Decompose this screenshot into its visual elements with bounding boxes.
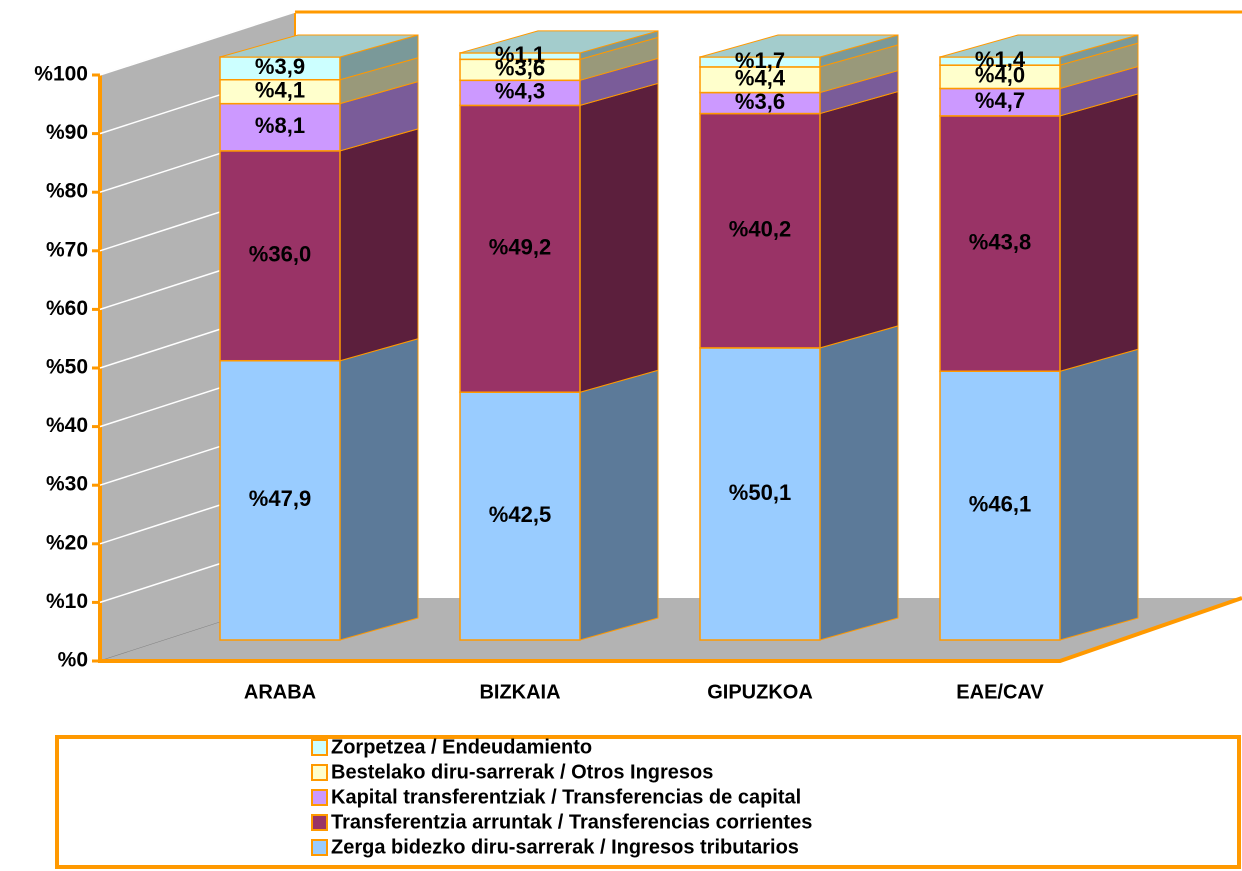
bar — [219, 150, 341, 362]
bar — [939, 370, 1061, 641]
y-tick-label: %10 — [46, 590, 88, 613]
y-tick-label: %20 — [46, 531, 88, 554]
legend-box — [55, 735, 1241, 869]
legend-swatch — [311, 739, 328, 756]
bar — [699, 112, 821, 349]
value-label: %49,2 — [489, 235, 551, 260]
y-tick-label: %90 — [46, 121, 88, 144]
value-label: %43,8 — [969, 229, 1031, 254]
value-label: %42,5 — [489, 502, 551, 527]
y-tick-label: %100 — [34, 63, 88, 86]
legend-swatch — [311, 839, 328, 856]
y-tick-label: %70 — [46, 238, 88, 261]
bar-side — [1059, 348, 1139, 641]
bar-side — [819, 90, 899, 349]
value-label: %3,6 — [735, 89, 785, 114]
bar-side — [1059, 93, 1139, 372]
y-tick-label: %80 — [46, 180, 88, 203]
value-label: %4,1 — [255, 78, 305, 103]
value-label: %4,4 — [735, 66, 786, 91]
bar — [939, 87, 1061, 117]
bar — [699, 347, 821, 641]
value-label: %36,0 — [249, 242, 311, 267]
bar — [459, 79, 581, 107]
legend-swatch — [311, 764, 328, 781]
y-tick-label: %0 — [58, 649, 88, 672]
grid-line — [99, 11, 296, 76]
bar-side — [339, 128, 419, 362]
legend-label: Transferentzia arruntak / Transferencias… — [331, 811, 812, 833]
bar-side — [579, 82, 659, 393]
bar-side — [579, 369, 659, 641]
x-tick-label: ARABA — [244, 681, 316, 703]
bar — [939, 115, 1061, 372]
bar — [219, 102, 341, 152]
legend-label: Kapital transferentziak / Transferencias… — [331, 786, 801, 808]
value-label: %1,1 — [495, 42, 545, 67]
value-label: %46,1 — [969, 491, 1031, 516]
value-label: %50,1 — [729, 480, 791, 505]
bar-top — [939, 34, 1139, 58]
value-label: %8,1 — [255, 113, 305, 138]
legend-label: Bestelako diru-sarrerak / Otros Ingresos — [331, 761, 713, 783]
x-tick-label: BIZKAIA — [479, 681, 560, 703]
legend-swatch — [311, 814, 328, 831]
value-label: %4,7 — [975, 88, 1025, 113]
x-tick-label: GIPUZKOA — [707, 681, 813, 703]
value-label: %4,0 — [975, 63, 1025, 88]
value-label: %47,9 — [249, 486, 311, 511]
bar-top — [219, 34, 419, 58]
value-label: %3,9 — [255, 54, 305, 79]
value-label: %3,6 — [495, 56, 545, 81]
value-label: %1,7 — [735, 48, 785, 73]
y-tick-label: %40 — [46, 414, 88, 437]
legend-swatch — [311, 789, 328, 806]
bar-side — [339, 338, 419, 641]
legend-label: Zerga bidezko diru-sarrerak / Ingresos t… — [331, 836, 799, 858]
bar — [459, 391, 581, 641]
value-label: %1,4 — [975, 47, 1026, 72]
bar-top — [699, 34, 899, 58]
y-tick-label: %60 — [46, 297, 88, 320]
legend-label: Zorpetzea / Endeudamiento — [331, 736, 592, 758]
x-tick-label: EAE/CAV — [956, 681, 1044, 703]
value-label: %4,3 — [495, 79, 545, 104]
bar-top — [459, 30, 659, 54]
y-tick-label: %50 — [46, 356, 88, 379]
value-label: %40,2 — [729, 217, 791, 242]
y-tick-label: %30 — [46, 473, 88, 496]
bar-side — [819, 325, 899, 641]
bar — [459, 104, 581, 393]
